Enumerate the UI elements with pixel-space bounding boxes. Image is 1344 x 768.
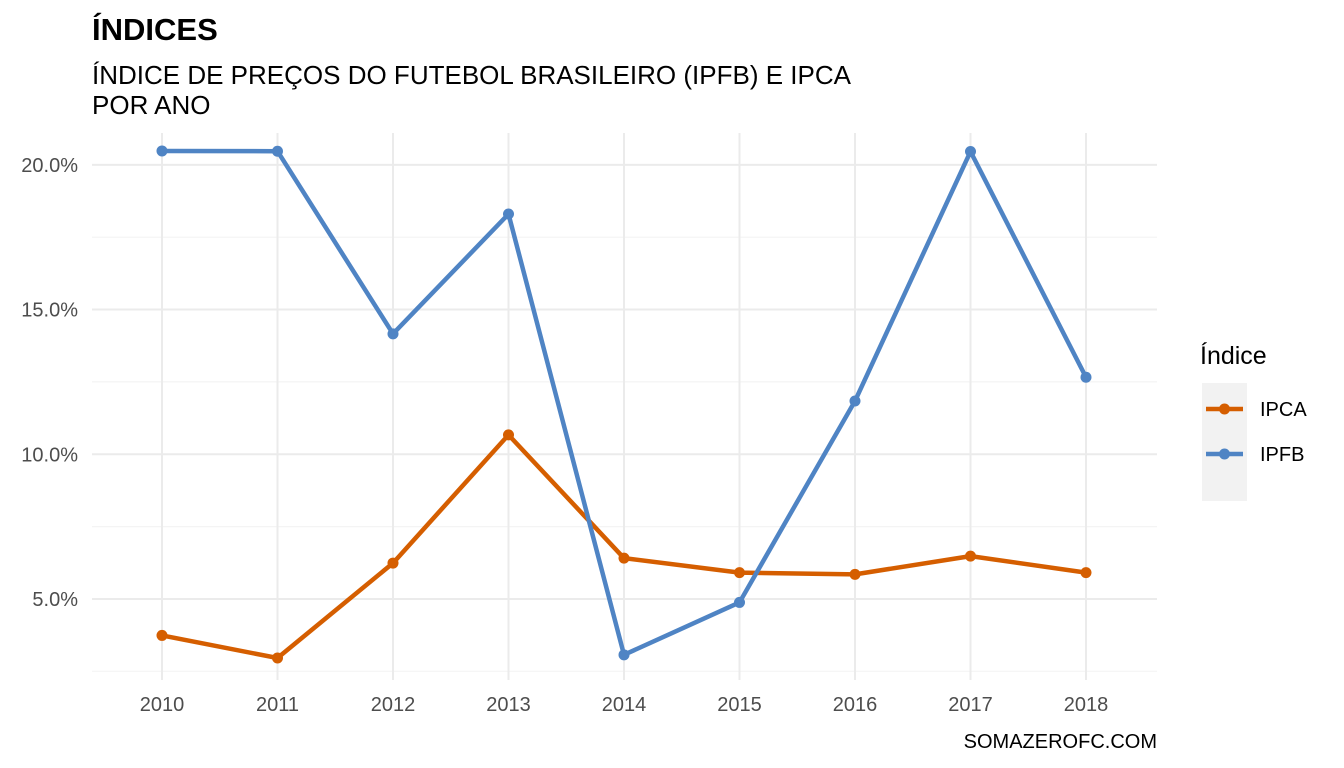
legend-key-background	[1202, 383, 1247, 501]
legend-label-ipfb: IPFB	[1260, 444, 1304, 466]
x-tick-label: 2010	[140, 694, 185, 716]
x-tick-label: 2015	[717, 694, 762, 716]
legend-items: IPCA IPFB	[1206, 399, 1307, 466]
data-point-ipfb	[272, 145, 283, 157]
chart-title: ÍNDICES	[92, 12, 218, 47]
data-point-ipca	[849, 568, 861, 580]
x-tick-label: 2012	[371, 694, 416, 716]
legend-key-point-ipca	[1219, 403, 1230, 415]
y-tick-label: 20.0%	[21, 155, 78, 177]
y-tick-label: 5.0%	[32, 589, 78, 611]
chart-caption: SOMAZEROFC.COM	[964, 731, 1157, 753]
x-tick-label: 2013	[486, 694, 531, 716]
data-point-ipca	[965, 550, 976, 562]
chart-subtitle-line-1: ÍNDICE DE PREÇOS DO FUTEBOL BRASILEIRO (…	[92, 60, 852, 90]
x-tick-label: 2011	[256, 694, 299, 716]
y-axis-tick-labels: 5.0% 10.0% 15.0% 20.0%	[21, 155, 78, 611]
legend-title: Índice	[1200, 341, 1267, 370]
data-point-ipca	[618, 552, 630, 564]
x-tick-label: 2017	[948, 694, 993, 716]
data-point-ipfb	[503, 208, 514, 220]
data-point-ipca	[734, 567, 745, 579]
data-point-ipca	[503, 429, 514, 441]
data-series	[156, 145, 1092, 664]
data-point-ipca	[272, 652, 283, 664]
x-tick-label: 2016	[833, 694, 878, 716]
y-tick-label: 15.0%	[21, 300, 78, 322]
y-tick-label: 10.0%	[21, 444, 78, 466]
legend: Índice IPCA IPFB	[1200, 341, 1307, 501]
x-tick-label: 2014	[602, 694, 647, 716]
data-point-ipca	[1080, 567, 1092, 579]
data-point-ipca	[156, 629, 168, 641]
data-point-ipca	[387, 557, 399, 569]
data-point-ipfb	[965, 146, 976, 158]
chart-subtitle-line-2: POR ANO	[92, 90, 210, 120]
data-point-ipfb	[618, 649, 630, 661]
data-point-ipfb	[849, 395, 861, 407]
x-axis-tick-labels: 2010 2011 2012 2013 2014 2015 2016 2017 2018	[140, 694, 1109, 716]
legend-label-ipca: IPCA	[1260, 399, 1307, 421]
data-point-ipfb	[387, 328, 399, 340]
legend-key-point-ipfb	[1219, 448, 1230, 460]
x-tick-label: 2018	[1064, 694, 1109, 716]
data-point-ipfb	[734, 596, 745, 608]
data-point-ipfb	[156, 145, 168, 157]
data-point-ipfb	[1080, 371, 1092, 383]
